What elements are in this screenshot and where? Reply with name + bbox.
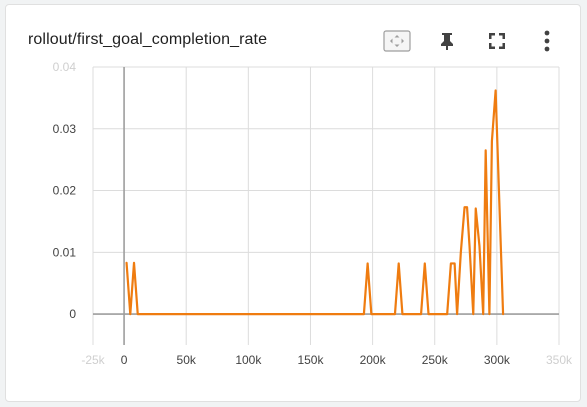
fullscreen-button[interactable]	[482, 26, 512, 56]
x-tick-label: 50k	[177, 353, 197, 367]
fit-domain-button[interactable]	[382, 26, 412, 56]
y-tick-label: 0.04	[53, 60, 77, 74]
x-tick-label: 250k	[422, 353, 449, 367]
tick-labels: -25k 0 50k 100k 150k 200k 250k 300k 350k 0 0.01 0.0…	[53, 60, 573, 367]
more-options-button[interactable]	[532, 26, 562, 56]
pin-icon	[441, 33, 453, 50]
y-tick-label: 0.02	[53, 184, 77, 198]
series-line-0[interactable]	[125, 89, 505, 316]
x-tick-label: -25k	[81, 353, 105, 367]
chart-card: rollout/first_goal_completion_rate	[5, 4, 581, 402]
chart-title: rollout/first_goal_completion_rate	[28, 31, 268, 48]
y-tick-label: 0.03	[53, 122, 77, 136]
series-group	[125, 89, 505, 316]
fullscreen-icon	[489, 33, 505, 49]
fit-domain-icon	[383, 30, 411, 52]
more-vert-icon	[544, 30, 550, 52]
x-tick-label: 0	[121, 353, 128, 367]
x-tick-label: 200k	[360, 353, 387, 367]
x-tick-label: 300k	[484, 353, 511, 367]
y-tick-label: 0	[69, 307, 76, 321]
line-chart[interactable]: -25k 0 50k 100k 150k 200k 250k 300k 350k 0 0.01 0.0…	[6, 5, 582, 403]
pin-button[interactable]	[432, 26, 462, 56]
x-tick-label: 100k	[235, 353, 262, 367]
y-tick-label: 0.01	[53, 245, 77, 259]
x-tick-label: 150k	[297, 353, 324, 367]
x-tick-label: 350k	[546, 353, 573, 367]
